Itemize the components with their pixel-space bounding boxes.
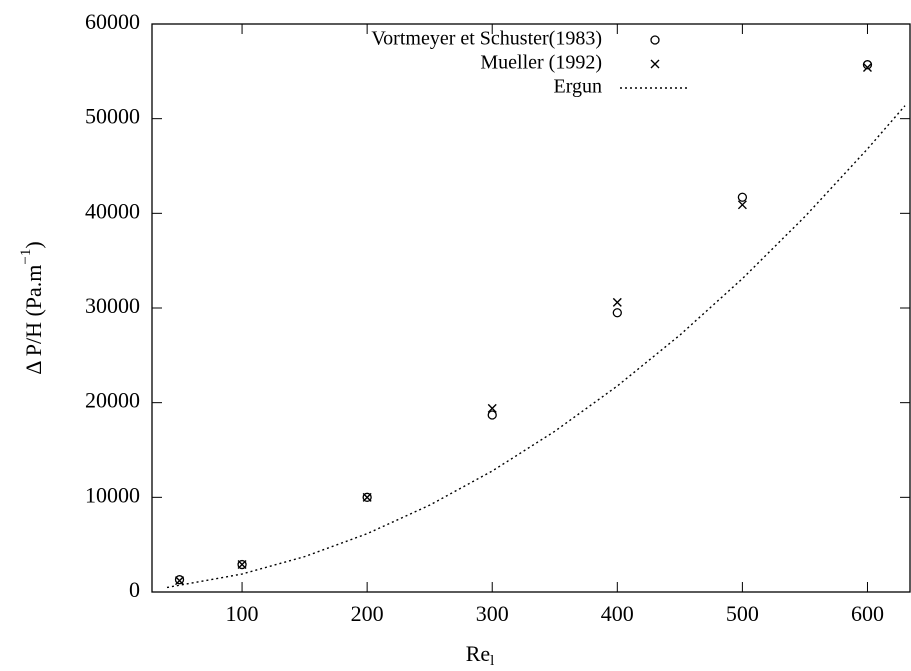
cross-marker xyxy=(362,492,372,502)
cross-marker xyxy=(237,560,247,570)
x-tick-label: 200 xyxy=(351,601,384,626)
legend-marker xyxy=(650,59,660,69)
legend-label: Ergun xyxy=(553,76,602,98)
y-tick-label: 60000 xyxy=(85,9,140,34)
x-tick-label: 100 xyxy=(226,601,259,626)
x-tick-label: 300 xyxy=(476,601,509,626)
circle-marker xyxy=(737,192,748,202)
cross-marker xyxy=(737,200,747,210)
circle-marker xyxy=(487,410,497,420)
ergun-line xyxy=(166,105,906,589)
cross-marker xyxy=(175,576,185,586)
plot-frame xyxy=(151,23,911,593)
x-tick-label: 400 xyxy=(601,601,634,626)
x-tick-label: 500 xyxy=(726,601,759,626)
x-axis-label: Rel xyxy=(466,641,495,669)
cross-marker xyxy=(612,297,622,307)
y-tick-label: 40000 xyxy=(85,198,140,223)
y-axis-label: Δ P/H (Pa.m−1) xyxy=(18,241,46,374)
legend-label: Mueller (1992) xyxy=(480,52,602,74)
y-tick-label: 10000 xyxy=(85,482,140,507)
cross-marker xyxy=(862,63,872,73)
circle-marker xyxy=(174,575,185,585)
circle-marker xyxy=(612,308,622,318)
circle-marker xyxy=(362,492,372,502)
y-tick-label: 50000 xyxy=(85,104,140,129)
y-tick-label: 0 xyxy=(129,577,140,602)
cross-marker xyxy=(487,403,497,413)
y-tick-label: 20000 xyxy=(85,388,140,413)
x-tick-label: 600 xyxy=(851,601,884,626)
circle-marker xyxy=(237,559,247,570)
legend-label: Vortmeyer et Schuster(1983) xyxy=(371,28,602,50)
legend-marker xyxy=(650,35,660,45)
circle-marker xyxy=(862,60,873,70)
y-tick-label: 30000 xyxy=(85,293,140,318)
